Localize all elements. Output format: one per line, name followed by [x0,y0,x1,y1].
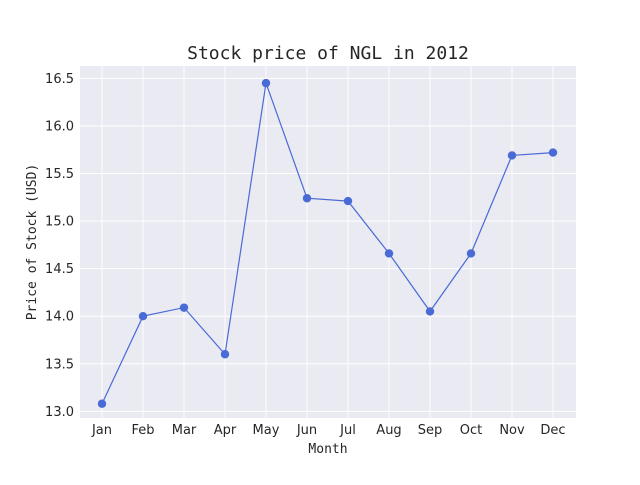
x-tick-label: Dec [540,423,565,438]
data-point [384,249,394,258]
series-line [101,82,554,404]
plot-area [80,66,576,418]
y-tick-label: 15.0 [45,215,74,230]
x-axis-label: Month [308,442,347,457]
data-point [220,350,230,359]
x-tick-label: Apr [214,423,237,438]
data-point [548,148,558,157]
grid-lines [80,66,576,418]
data-point [343,196,353,206]
series-layer [97,78,558,408]
chart-title: Stock price of NGL in 2012 [187,43,469,64]
y-tick-label: 14.5 [45,262,74,277]
y-tick-label: 15.5 [45,167,74,182]
data-point [507,151,517,160]
data-point [261,78,271,88]
x-tick-labels: Jan Feb Mar Apr May Jun Jul Aug Sep Oct Nov Dec [91,423,566,438]
x-tick-label: Nov [499,423,525,438]
y-tick-label: 13.5 [45,357,74,372]
y-tick-label: 16.0 [45,119,74,134]
y-tick-labels: 13.0 13.5 14.0 14.5 15.0 15.5 16.0 16.5 [45,72,74,420]
data-point [425,307,435,316]
data-point [179,303,189,312]
x-tick-label: May [253,423,280,438]
data-point [302,194,312,203]
x-tick-label: Feb [131,423,154,438]
x-tick-label: Aug [376,423,401,438]
y-axis-label: Price of Stock (USD) [25,164,40,321]
x-tick-label: Oct [460,423,482,438]
data-point [138,312,148,321]
y-tick-label: 14.0 [45,310,74,325]
data-point [466,249,476,258]
y-tick-label: 16.5 [45,72,74,87]
x-tick-label: Jul [339,423,356,438]
x-tick-label: Sep [418,423,443,438]
data-point [97,399,107,408]
y-tick-label: 13.0 [45,405,74,420]
x-tick-label: Jan [91,423,112,438]
x-tick-label: Mar [172,423,197,438]
x-tick-label: Jun [296,423,317,438]
